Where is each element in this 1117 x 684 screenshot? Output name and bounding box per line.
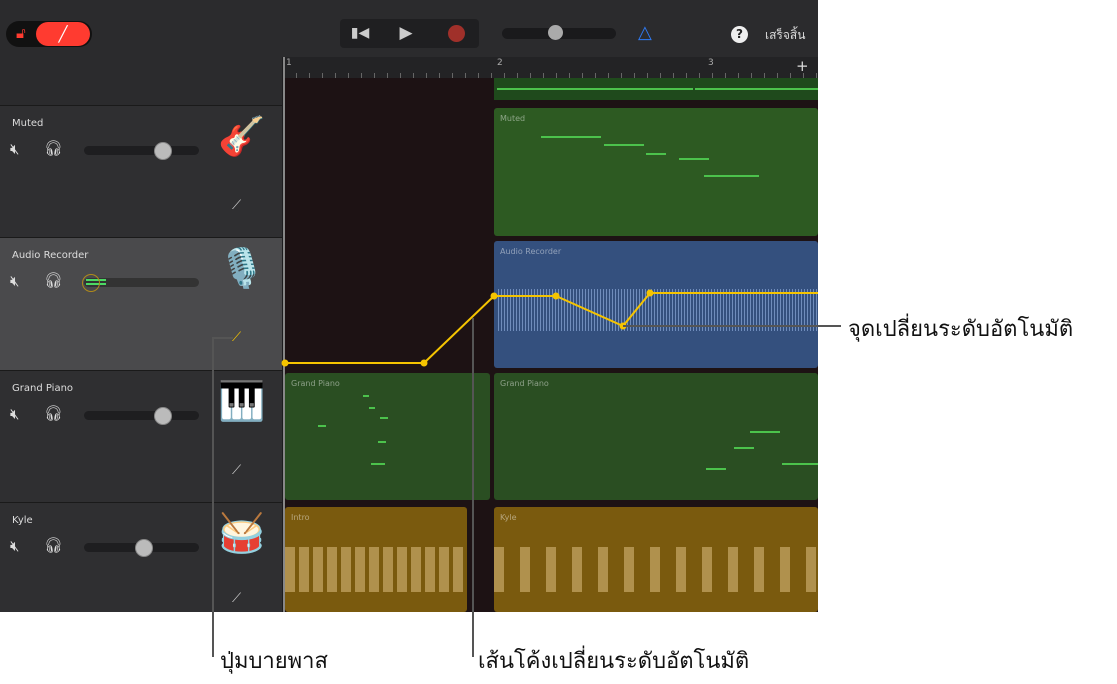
automation-bypass-icon[interactable]: ⟋: [232, 591, 242, 606]
control-bar: 🔓︎ ╱ ▮◀ ▶ △ ? เสร็จสิ้น: [0, 0, 818, 57]
automation-bypass-icon[interactable]: ⟋: [232, 198, 242, 213]
volume-slider[interactable]: [82, 274, 199, 292]
automation-point: [552, 292, 560, 300]
slider-knob[interactable]: [154, 407, 172, 425]
slider-knob[interactable]: [548, 25, 563, 40]
drum-pattern: [285, 547, 467, 592]
garageband-tracks-view: 🔓︎ ╱ ▮◀ ▶ △ ? เสร็จสิ้น 1 2 3 + Muted 🔇︎…: [0, 0, 818, 612]
mute-icon[interactable]: 🔇︎: [10, 140, 20, 158]
drum-kit-icon: 🥁: [218, 511, 266, 555]
headphones-icon[interactable]: 🎧︎: [44, 271, 64, 289]
metronome-icon[interactable]: △: [638, 22, 652, 43]
region-kyle[interactable]: Kyle: [494, 507, 818, 612]
headphones-icon[interactable]: 🎧︎: [44, 404, 64, 422]
region-label: Muted: [500, 114, 526, 123]
region-label: Kyle: [500, 513, 517, 522]
region-label: Grand Piano: [291, 379, 340, 388]
track-name: Kyle: [12, 515, 33, 526]
region-label: Audio Recorder: [500, 247, 562, 256]
playhead[interactable]: [283, 57, 285, 612]
transport-controls: ▮◀ ▶: [340, 19, 479, 48]
automation-bypass-icon[interactable]: ⟋: [232, 463, 242, 478]
track-header-muted[interactable]: Muted 🔇︎ 🎧︎ 🎸 ⟋: [0, 106, 282, 238]
slider-knob[interactable]: [154, 142, 172, 160]
bar-2: 2: [497, 58, 503, 68]
master-volume-slider[interactable]: [502, 25, 616, 40]
done-button[interactable]: เสร็จสิ้น: [765, 28, 806, 42]
ruler[interactable]: 1 2 3 +: [283, 57, 818, 78]
automation-curve[interactable]: [0, 0, 818, 612]
track-name: Muted: [12, 118, 44, 129]
drum-pattern: [494, 547, 818, 592]
callout-automation-curve: เส้นโค้งเปลี่ยนระดับอัตโนมัติ: [478, 649, 750, 674]
automation-point: [646, 289, 654, 297]
record-icon[interactable]: [448, 25, 465, 42]
volume-slider[interactable]: [84, 407, 199, 425]
callout-line: [472, 318, 474, 657]
callout-bypass-button: ปุ่มบายพาส: [220, 649, 328, 674]
automation-point: [420, 359, 428, 367]
callout-line: [623, 325, 841, 327]
arrangement-region: [494, 78, 818, 100]
automation-bypass-icon[interactable]: ⟋: [232, 330, 242, 345]
slider-knob[interactable]: [135, 539, 153, 557]
edit-lock-toggle[interactable]: 🔓︎ ╱: [6, 21, 92, 47]
region-muted[interactable]: Muted: [494, 108, 818, 236]
headphones-icon[interactable]: 🎧︎: [44, 536, 64, 554]
track-header-grand-piano[interactable]: Grand Piano 🔇︎ 🎧︎ 🎹 ⟋: [0, 371, 282, 503]
track-header-kyle[interactable]: Kyle 🔇︎ 🎧︎ 🥁 ⟋: [0, 503, 282, 612]
region-intro[interactable]: Intro: [285, 507, 467, 612]
mute-icon[interactable]: 🔇︎: [10, 272, 20, 290]
region-label: Grand Piano: [500, 379, 549, 388]
callout-automation-point: จุดเปลี่ยนระดับอัตโนมัติ: [848, 317, 1074, 342]
track-name: Grand Piano: [12, 383, 74, 394]
automation-point: [281, 359, 289, 367]
pencil-button[interactable]: ╱: [36, 22, 90, 46]
region-grand-piano-2[interactable]: Grand Piano: [494, 373, 818, 500]
help-button[interactable]: ?: [731, 26, 748, 43]
callout-line: [212, 337, 233, 339]
header-spacer: [0, 57, 282, 106]
track-name: Audio Recorder: [12, 250, 89, 261]
mute-icon[interactable]: 🔇︎: [10, 405, 20, 423]
bar-1: 1: [286, 58, 292, 68]
slider-knob[interactable]: [82, 274, 100, 292]
volume-slider[interactable]: [84, 142, 199, 160]
rewind-icon[interactable]: ▮◀: [350, 25, 370, 41]
volume-slider[interactable]: [84, 539, 199, 557]
track-header-audio-recorder[interactable]: Audio Recorder 🔇︎ 🎧︎ 🎙️ ⟋: [0, 238, 282, 371]
automation-point: [490, 292, 498, 300]
callout-line: [212, 337, 214, 657]
bass-guitar-icon: 🎸: [218, 114, 266, 158]
bar-3: 3: [708, 58, 714, 68]
headphones-icon[interactable]: 🎧︎: [44, 139, 64, 157]
mute-icon[interactable]: 🔇︎: [10, 537, 20, 555]
lock-open-icon: 🔓︎: [16, 24, 26, 42]
microphone-icon: 🎙️: [218, 246, 266, 290]
region-label: Intro: [291, 513, 310, 522]
grand-piano-icon: 🎹: [218, 379, 266, 423]
region-grand-piano-1[interactable]: Grand Piano: [285, 373, 490, 500]
play-icon[interactable]: ▶: [399, 23, 413, 43]
add-section-button[interactable]: +: [796, 57, 809, 75]
